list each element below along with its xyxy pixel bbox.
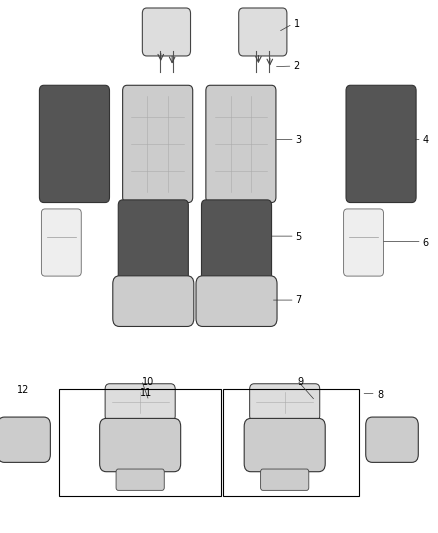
Text: 10: 10	[142, 377, 155, 387]
Text: 4: 4	[423, 135, 429, 144]
Bar	[59, 389, 221, 496]
FancyBboxPatch shape	[343, 209, 384, 276]
Text: 5: 5	[296, 232, 302, 242]
FancyBboxPatch shape	[105, 384, 175, 421]
Text: 11: 11	[140, 388, 152, 398]
FancyBboxPatch shape	[123, 85, 193, 203]
FancyBboxPatch shape	[196, 276, 277, 326]
Text: 8: 8	[378, 391, 384, 400]
FancyBboxPatch shape	[116, 469, 164, 490]
FancyBboxPatch shape	[346, 85, 416, 203]
FancyBboxPatch shape	[118, 200, 188, 285]
Text: 9: 9	[298, 377, 304, 387]
Text: 7: 7	[296, 295, 302, 305]
FancyBboxPatch shape	[250, 384, 320, 421]
FancyBboxPatch shape	[201, 200, 272, 285]
FancyBboxPatch shape	[41, 209, 81, 276]
Text: 3: 3	[296, 135, 302, 144]
FancyBboxPatch shape	[239, 8, 287, 56]
FancyBboxPatch shape	[244, 418, 325, 472]
Text: 6: 6	[423, 238, 429, 247]
FancyBboxPatch shape	[113, 276, 194, 326]
FancyBboxPatch shape	[0, 417, 50, 462]
FancyBboxPatch shape	[366, 417, 418, 462]
FancyBboxPatch shape	[39, 85, 110, 203]
Bar	[223, 389, 359, 496]
FancyBboxPatch shape	[99, 418, 180, 472]
FancyBboxPatch shape	[261, 469, 309, 490]
Text: 2: 2	[293, 61, 300, 71]
FancyBboxPatch shape	[206, 85, 276, 203]
Text: 12: 12	[17, 385, 29, 395]
Text: 1: 1	[293, 19, 300, 29]
FancyBboxPatch shape	[142, 8, 191, 56]
